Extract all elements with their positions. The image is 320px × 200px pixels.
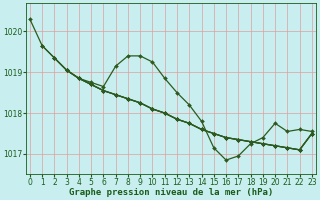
X-axis label: Graphe pression niveau de la mer (hPa): Graphe pression niveau de la mer (hPa) — [69, 188, 273, 197]
